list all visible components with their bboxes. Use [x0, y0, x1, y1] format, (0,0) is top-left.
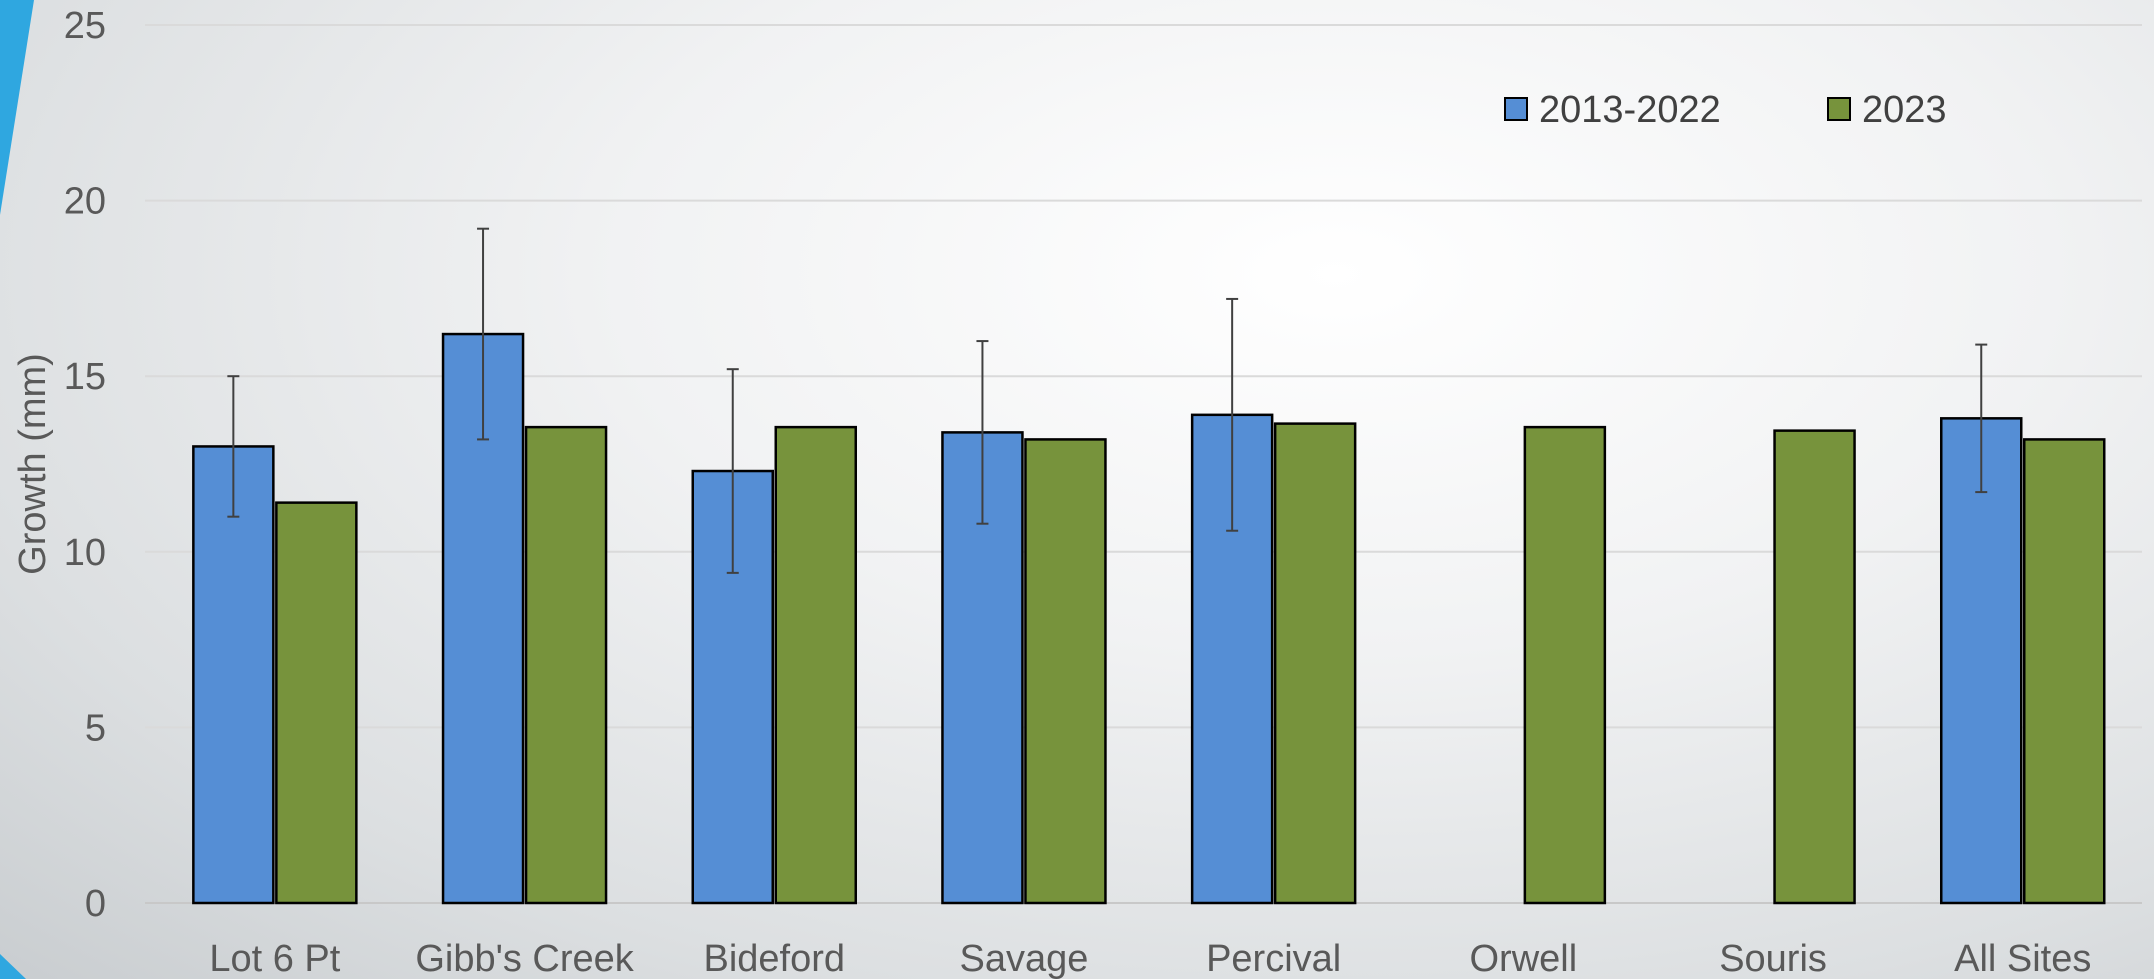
legend-label: 2013-2022 [1539, 89, 1721, 131]
bar-series2 [2023, 438, 2106, 905]
bar-series2 [1273, 422, 1357, 905]
y-tick-label: 15 [64, 356, 106, 398]
x-tick-label: Gibb's Creek [415, 938, 634, 979]
legend-swatch [1827, 97, 1851, 121]
y-tick-label: 0 [85, 883, 106, 925]
x-tick-label: Percival [1206, 938, 1341, 979]
error-bar [726, 368, 739, 574]
bar-series2 [1773, 429, 1856, 905]
error-bar [477, 227, 490, 441]
slide-accent-bottom-left [0, 954, 26, 979]
x-tick-label: Bideford [703, 938, 845, 979]
error-bars [227, 227, 1988, 574]
y-axis-tick-labels: 0 5 10 15 20 25 [64, 5, 106, 925]
bar-series2 [1024, 438, 1107, 905]
x-tick-label: Lot 6 Pt [209, 938, 340, 979]
bar-series2 [1523, 425, 1607, 905]
error-bar [1975, 343, 1988, 494]
bar-series2 [275, 501, 358, 905]
bar-series2 [524, 425, 608, 905]
x-tick-label: Savage [960, 938, 1089, 979]
y-tick-label: 25 [64, 5, 106, 47]
x-tick-label: Orwell [1470, 938, 1578, 979]
y-axis-title: Growth (mm) [12, 353, 54, 575]
legend-label: 2023 [1862, 89, 1947, 131]
x-tick-label: All Sites [1954, 938, 2091, 979]
y-tick-label: 5 [85, 707, 106, 749]
x-axis-tick-labels: Lot 6 Pt Gibb's Creek Bideford Savage Perciv… [209, 938, 2091, 979]
bar-series2 [774, 425, 857, 905]
y-tick-label: 10 [64, 532, 106, 574]
error-bar [976, 340, 989, 525]
legend-swatch [1504, 97, 1528, 121]
bar-series1 [1940, 417, 2023, 905]
bars [192, 332, 2106, 905]
error-bar [1226, 297, 1239, 532]
error-bar [227, 375, 240, 518]
x-tick-label: Souris [1719, 938, 1827, 979]
slide-accent-top-left [0, 0, 34, 215]
legend: 2013-2022 2023 [1504, 89, 1947, 131]
y-tick-label: 20 [64, 181, 106, 223]
bar-series1 [192, 445, 275, 905]
